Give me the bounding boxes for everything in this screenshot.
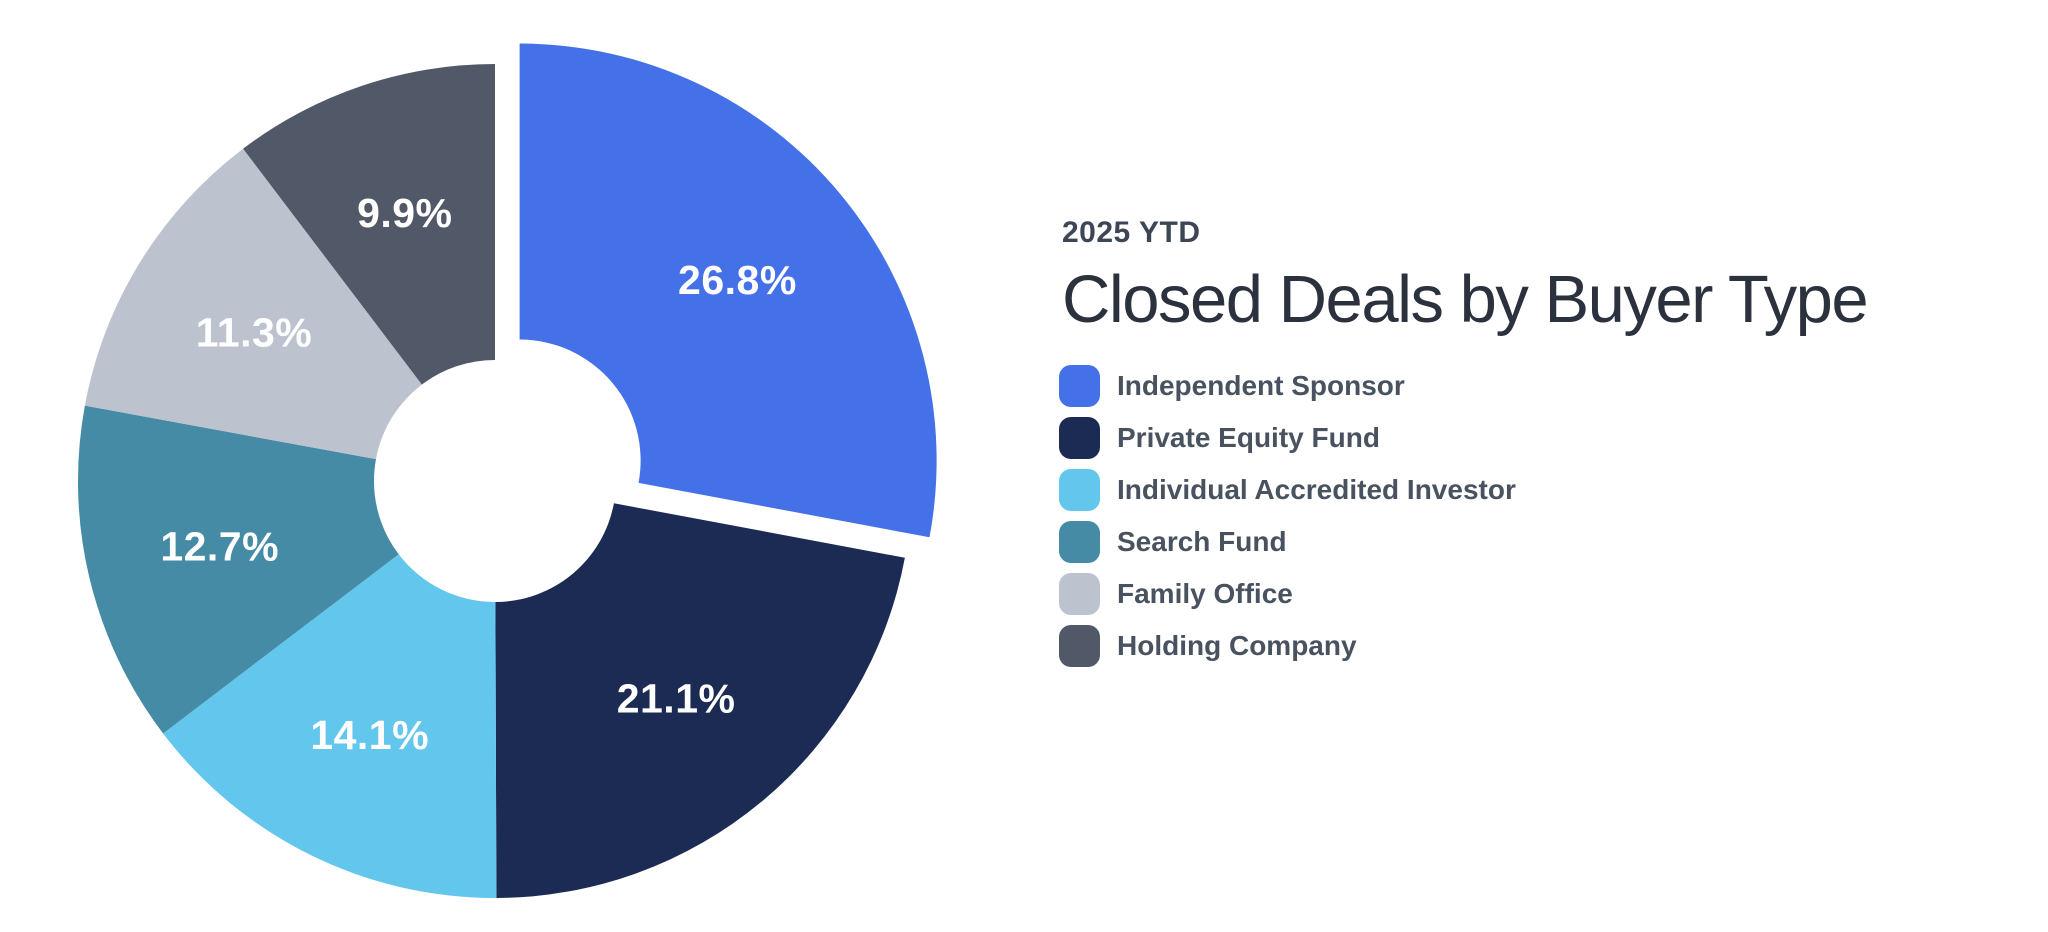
slice-label-2: 14.1% xyxy=(310,712,429,758)
slice-label-4: 11.3% xyxy=(196,310,313,356)
legend-item-4: Family Office xyxy=(1059,572,2012,615)
legend-label: Independent Sponsor xyxy=(1117,369,1405,401)
donut-chart: 26.8% 21.1% 14.1% 12.7% 11.3% 9.9% xyxy=(77,43,937,899)
legend-item-5: Holding Company xyxy=(1059,624,2012,667)
legend-label: Individual Accredited Investor xyxy=(1117,473,1516,505)
legend-label: Private Equity Fund xyxy=(1117,421,1380,453)
chart-header-and-legend: 2025 YTD Closed Deals by Buyer Type Inde… xyxy=(1059,216,2012,677)
pie-slice-0 xyxy=(519,43,937,538)
slice-label-0: 26.8% xyxy=(678,257,797,303)
pie-slice-5 xyxy=(243,64,495,385)
legend-swatch xyxy=(1059,416,1100,459)
legend-swatch xyxy=(1059,468,1100,511)
legend-swatch xyxy=(1059,624,1100,667)
pie-slice-2 xyxy=(163,554,497,899)
legend-swatch xyxy=(1059,520,1100,563)
slice-label-5: 9.9% xyxy=(357,190,452,236)
legend-swatch xyxy=(1059,572,1100,615)
legend-label: Holding Company xyxy=(1117,629,1357,661)
legend-item-1: Private Equity Fund xyxy=(1059,416,2012,459)
pie-slice-1 xyxy=(495,503,905,898)
chart-subtitle: 2025 YTD xyxy=(1062,216,1201,249)
chart-title: Closed Deals by Buyer Type xyxy=(1062,262,1869,337)
legend-label: Search Fund xyxy=(1117,525,1287,557)
legend-label: Family Office xyxy=(1117,577,1293,609)
pie-slice-4 xyxy=(84,148,422,460)
legend-item-3: Search Fund xyxy=(1059,520,2012,563)
legend-item-0: Independent Sponsor xyxy=(1059,364,2012,407)
slice-label-1: 21.1% xyxy=(617,676,736,722)
legend-item-2: Individual Accredited Investor xyxy=(1059,468,2012,511)
pie-slice-3 xyxy=(77,405,399,734)
legend-swatch xyxy=(1059,364,1100,407)
slice-label-3: 12.7% xyxy=(160,524,279,570)
legend: Independent Sponsor Private Equity Fund In… xyxy=(1059,364,2012,667)
